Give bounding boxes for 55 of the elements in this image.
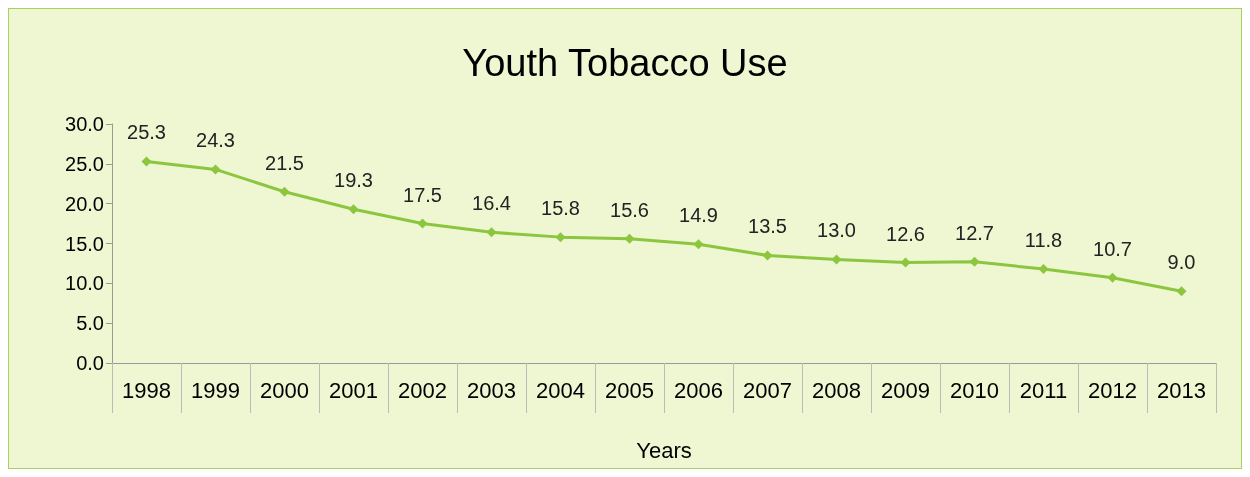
x-tick-label: 2001 bbox=[329, 377, 378, 403]
data-label: 17.5 bbox=[403, 183, 442, 206]
point bbox=[1038, 263, 1049, 274]
data-label: 13.0 bbox=[817, 219, 856, 242]
data-label: 19.3 bbox=[334, 169, 373, 192]
x-tick-label: 2008 bbox=[812, 377, 861, 403]
x-axis-title: Years bbox=[636, 437, 692, 463]
point bbox=[693, 239, 704, 250]
point bbox=[1107, 272, 1118, 283]
x-tick-label: 1998 bbox=[122, 377, 171, 403]
x-tick-label: 2007 bbox=[743, 377, 792, 403]
point bbox=[141, 156, 152, 167]
point bbox=[210, 164, 221, 175]
x-tick-label: 2009 bbox=[881, 377, 930, 403]
point bbox=[1176, 286, 1187, 297]
y-tick-label: 10.0 bbox=[65, 272, 104, 295]
point bbox=[417, 218, 428, 229]
x-tick-label: 2005 bbox=[605, 377, 654, 403]
chart-title: Youth Tobacco Use bbox=[462, 42, 788, 84]
x-tick-label: 2006 bbox=[674, 377, 723, 403]
x-tick-label: 2011 bbox=[1019, 377, 1068, 403]
y-tick-label: 0.0 bbox=[76, 352, 104, 374]
x-tick-label: 2003 bbox=[467, 377, 516, 403]
data-label: 12.7 bbox=[955, 221, 994, 244]
x-tick-label: 2002 bbox=[398, 377, 447, 403]
point bbox=[348, 204, 359, 215]
y-tick-label: 5.0 bbox=[76, 312, 104, 335]
x-tick-label: 2004 bbox=[536, 377, 585, 403]
x-tick-label: 1999 bbox=[191, 377, 240, 403]
y-tick-label: 20.0 bbox=[65, 192, 104, 215]
data-label: 15.8 bbox=[541, 197, 580, 220]
y-tick-label: 15.0 bbox=[65, 232, 104, 255]
point bbox=[969, 256, 980, 267]
data-label: 9.0 bbox=[1167, 251, 1196, 274]
data-label: 11.8 bbox=[1024, 228, 1063, 251]
data-label: 21.5 bbox=[265, 151, 304, 174]
point bbox=[831, 254, 842, 265]
data-label: 12.6 bbox=[886, 222, 925, 245]
point bbox=[555, 232, 566, 243]
data-label: 24.3 bbox=[196, 129, 235, 152]
x-tick-label: 2010 bbox=[950, 377, 999, 403]
y-tick-label: 30.0 bbox=[65, 113, 104, 135]
x-tick-label: 2000 bbox=[260, 377, 309, 403]
x-tick-label: 2012 bbox=[1088, 377, 1137, 403]
data-label: 15.6 bbox=[610, 198, 649, 221]
data-label: 13.5 bbox=[748, 215, 787, 238]
data-label: 10.7 bbox=[1093, 237, 1132, 260]
data-label: 16.4 bbox=[472, 192, 511, 215]
y-tick-label: 25.0 bbox=[65, 152, 104, 175]
point bbox=[624, 233, 635, 244]
x-tick-label: 2013 bbox=[1157, 377, 1206, 403]
point bbox=[279, 186, 290, 197]
point bbox=[762, 250, 773, 261]
data-label: 14.9 bbox=[679, 204, 718, 227]
data-label: 25.3 bbox=[127, 121, 166, 144]
